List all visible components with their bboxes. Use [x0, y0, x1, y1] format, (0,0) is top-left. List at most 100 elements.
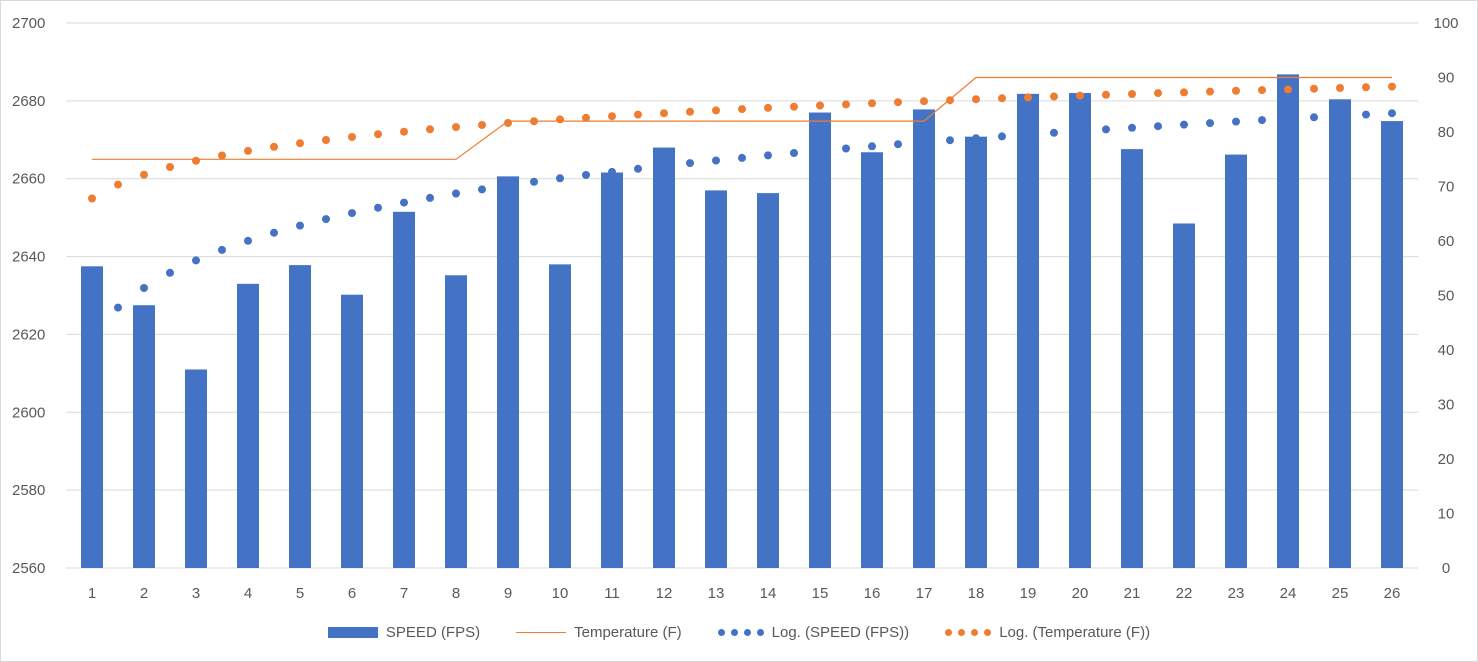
trend-dot-temperature — [192, 156, 200, 165]
trend-dot-speed — [764, 151, 772, 160]
right-tick-label: 0 — [1442, 560, 1450, 577]
right-tick-label: 80 — [1438, 124, 1455, 141]
right-tick-label: 20 — [1438, 451, 1455, 468]
trend-dot-temperature — [998, 94, 1006, 103]
x-tick-label: 10 — [552, 585, 569, 602]
x-tick-label: 2 — [140, 585, 148, 602]
bar-speed — [601, 172, 623, 568]
trend-dot-speed — [1024, 130, 1032, 139]
right-tick-label: 30 — [1438, 397, 1455, 414]
left-tick-label: 2640 — [12, 249, 45, 266]
trend-dot-temperature — [1258, 86, 1266, 95]
trend-dot-speed — [998, 132, 1006, 141]
x-tick-label: 25 — [1332, 585, 1349, 602]
trend-dot-speed — [686, 159, 694, 168]
x-tick-label: 18 — [968, 585, 985, 602]
trend-dot-temperature — [478, 121, 486, 129]
legend-label-temperature-trend: Log. (Temperature (F)) — [999, 623, 1151, 641]
x-tick-label: 17 — [916, 585, 933, 602]
temperature-line-group — [92, 76, 1392, 160]
trend-dot-speed — [790, 149, 798, 157]
trend-dot-speed — [1258, 116, 1266, 125]
bar-speed — [757, 193, 779, 568]
trend-dot-temperature — [1310, 84, 1318, 93]
trend-dot-temperature — [1102, 90, 1110, 99]
trend-dot-temperature — [1180, 88, 1188, 97]
trend-dot-speed — [348, 209, 356, 218]
x-tick-label: 4 — [244, 585, 252, 602]
trend-dot-speed — [1206, 119, 1214, 128]
trend-dot-temperature — [816, 101, 824, 110]
trend-dot-temperature — [1024, 93, 1032, 102]
trend-dot-temperature — [426, 125, 434, 134]
trend-dot-temperature — [1388, 82, 1396, 91]
trend-dot-speed — [868, 142, 876, 151]
bar-speed — [445, 275, 467, 568]
trend-dot-temperature — [660, 109, 668, 118]
trend-dot-temperature — [1362, 83, 1370, 92]
bar-speed — [705, 190, 727, 568]
legend-swatch-blue-dots — [717, 628, 764, 636]
trend-dot-temperature — [296, 139, 304, 148]
trend-dot-speed — [738, 153, 746, 162]
trend-dot-speed — [1076, 127, 1084, 136]
x-tick-label: 3 — [192, 585, 200, 602]
left-tick-label: 2600 — [12, 404, 45, 421]
trend-dot-temperature — [686, 107, 694, 116]
gridlines — [66, 22, 1418, 569]
trend-dot-temperature — [374, 130, 382, 139]
trend-dot-temperature — [894, 98, 902, 107]
trend-dot-temperature — [322, 136, 330, 144]
left-tick-label: 2680 — [12, 93, 45, 110]
trend-dot-temperature — [1336, 84, 1344, 92]
x-tick-label: 23 — [1228, 585, 1245, 602]
trend-dot-speed — [816, 146, 824, 155]
bar-speed — [1225, 154, 1247, 569]
trend-dot-speed — [920, 138, 928, 147]
bar-speed — [81, 266, 103, 568]
trend-dot-speed — [400, 198, 408, 207]
x-tick-label: 19 — [1020, 585, 1037, 602]
x-tick-label: 1 — [88, 585, 96, 602]
trend-dot-speed — [322, 215, 330, 224]
x-axis-ticks: 1 2 3 4 5 6 7 8 9 10 11 12 13 14 15 16 17 18 19 20 21 22 23 24 2… — [88, 585, 1401, 602]
left-tick-label: 2660 — [12, 171, 45, 188]
trend-dot-speed — [218, 245, 226, 254]
trend-dot-speed — [1336, 111, 1344, 120]
bar-speed — [237, 283, 259, 568]
trend-dot-temperature — [582, 113, 590, 122]
left-axis-ticks: 2560 2580 2600 2620 2640 2660 2680 2700 — [12, 15, 45, 577]
x-tick-label: 16 — [864, 585, 881, 602]
speed-trendline — [88, 109, 1396, 340]
trend-dot-speed — [1128, 123, 1136, 132]
bar-speed — [497, 176, 519, 568]
trend-dot-speed — [504, 181, 512, 190]
legend-item-temperature: Temperature (F) — [516, 624, 682, 641]
trend-dot-speed — [166, 268, 174, 277]
trend-dot-temperature — [1154, 89, 1162, 98]
trend-dot-temperature — [1232, 86, 1240, 95]
trend-dot-speed — [1102, 125, 1110, 134]
trend-dot-speed — [946, 136, 954, 145]
legend-item-temperature-trend: Log. (Temperature (F)) — [945, 624, 1150, 641]
speed-bars — [81, 74, 1403, 569]
legend-swatch-bar — [327, 626, 378, 638]
trend-dot-speed — [1232, 117, 1240, 126]
legend-swatch-line — [516, 631, 567, 633]
trend-dot-speed — [192, 256, 200, 265]
trend-dot-speed — [1362, 110, 1370, 119]
x-tick-label: 9 — [504, 585, 512, 602]
trend-dot-temperature — [140, 170, 148, 179]
trend-dot-temperature — [114, 180, 122, 189]
x-tick-label: 22 — [1176, 585, 1193, 602]
trend-dot-speed — [140, 284, 148, 292]
trend-dot-temperature — [842, 100, 850, 109]
x-tick-label: 12 — [656, 585, 673, 602]
bar-speed — [861, 152, 883, 568]
temperature-line — [92, 76, 1392, 160]
x-tick-label: 21 — [1124, 585, 1141, 602]
trend-dot-speed — [374, 203, 382, 212]
trend-dot-speed — [530, 177, 538, 186]
trend-dot-speed — [1310, 113, 1318, 122]
left-tick-label: 2620 — [12, 326, 45, 343]
